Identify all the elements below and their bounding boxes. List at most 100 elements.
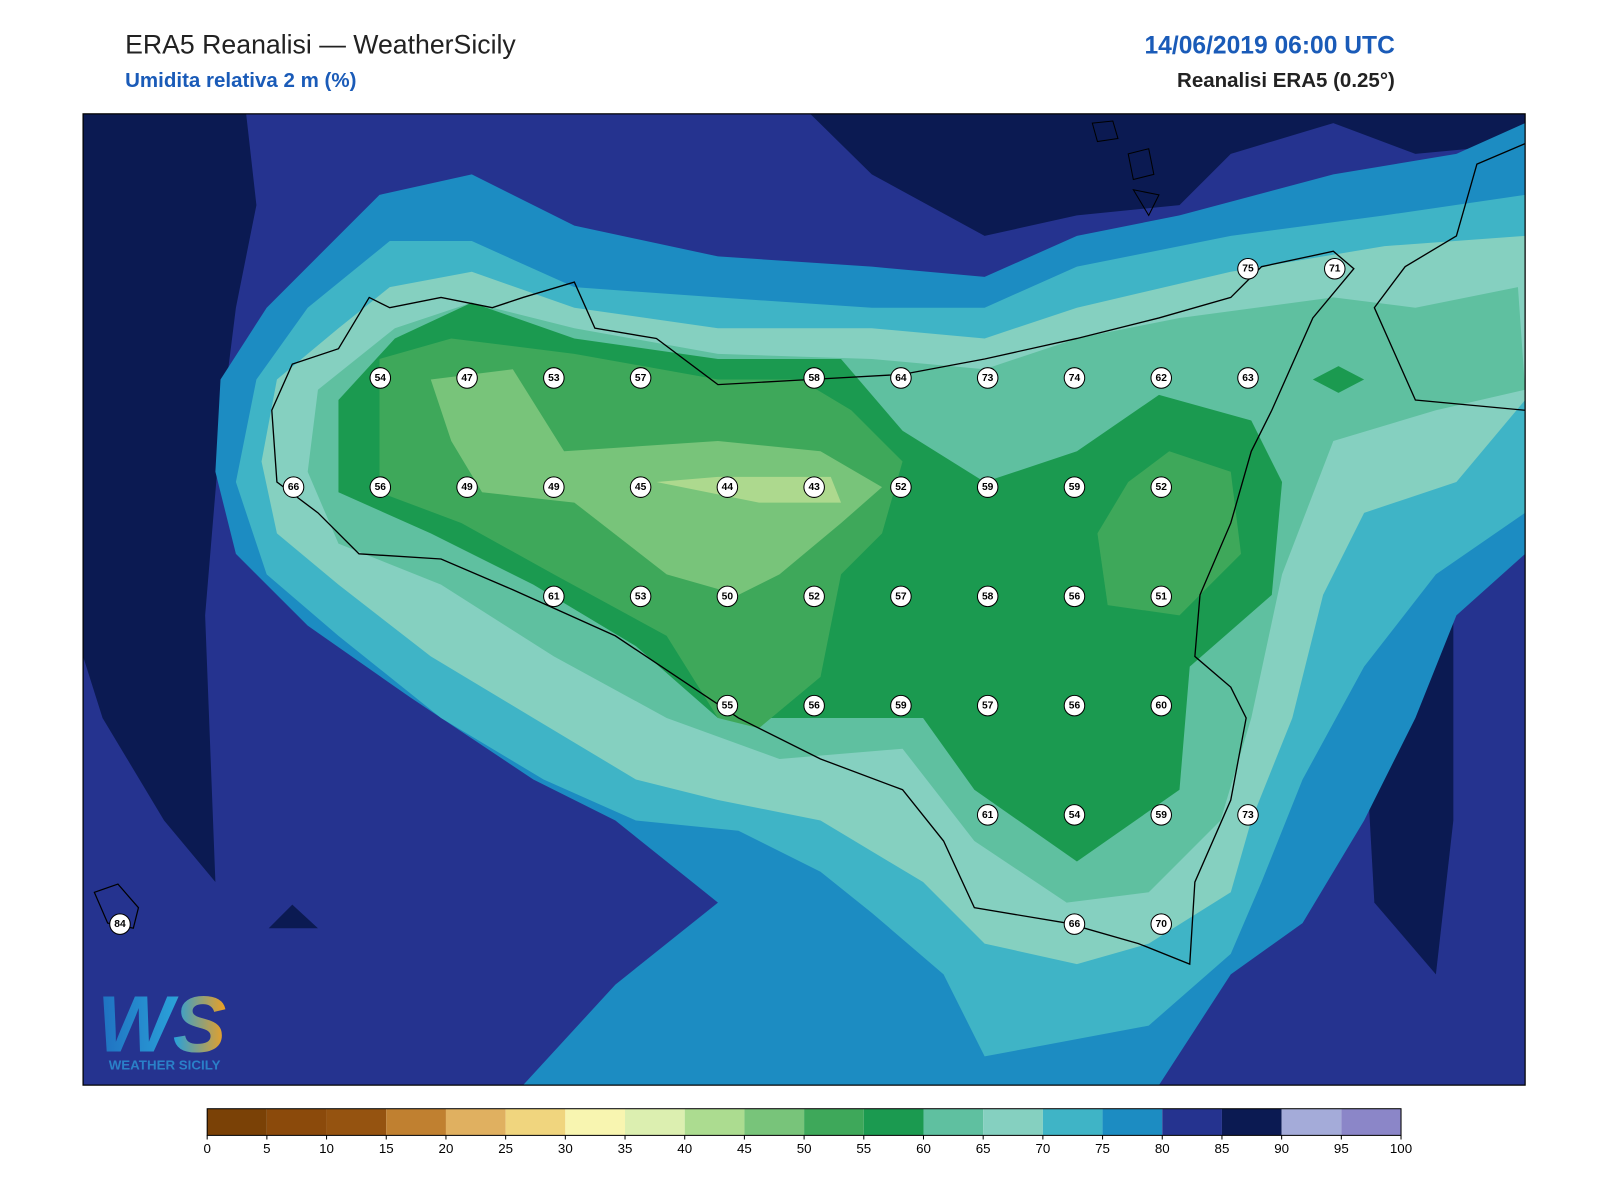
station-value: 74 [1069, 373, 1081, 384]
station-value: 75 [1242, 264, 1254, 275]
colorbar-tick-label: 50 [797, 1141, 812, 1156]
station-value: 71 [1329, 264, 1341, 275]
station-marker [543, 585, 565, 608]
station: 75 [1237, 257, 1259, 280]
station-value: 50 [722, 591, 734, 602]
station-value: 59 [895, 701, 907, 712]
station-marker [1237, 804, 1259, 826]
station-value: 73 [1242, 810, 1254, 821]
station-marker [1150, 367, 1172, 389]
station-marker [976, 476, 999, 498]
station-value: 58 [808, 373, 820, 384]
station: 52 [1150, 476, 1172, 498]
station-marker [976, 694, 999, 717]
station-value: 49 [461, 482, 473, 493]
station-marker [1150, 804, 1172, 826]
station: 56 [803, 694, 825, 717]
colorbar-tick-label: 75 [1095, 1141, 1110, 1156]
station-value: 64 [895, 373, 907, 384]
station: 45 [629, 476, 652, 498]
station-value: 52 [1156, 482, 1168, 493]
colorbar-tick-label: 35 [618, 1141, 633, 1156]
station-value: 56 [375, 482, 387, 493]
colorbar-swatch [565, 1108, 626, 1136]
station: 74 [1063, 367, 1086, 389]
colorbar-swatch [1102, 1108, 1163, 1136]
station-marker [629, 476, 652, 498]
station-value: 55 [722, 701, 734, 712]
colorbar-swatch [1221, 1108, 1282, 1136]
station: 64 [890, 367, 912, 389]
station-value: 66 [288, 482, 300, 493]
station: 52 [803, 585, 825, 608]
station-marker [282, 476, 305, 498]
station: 56 [1063, 694, 1086, 717]
station-value: 62 [1156, 373, 1168, 384]
station-value: 58 [982, 591, 994, 602]
title: ERA5 Reanalisi — WeatherSicily [125, 29, 516, 59]
colorbar-swatch [1281, 1108, 1342, 1136]
subtitle: Umidita relativa 2 m (%) [125, 69, 356, 92]
station: 57 [890, 585, 912, 608]
station-marker [1063, 913, 1086, 935]
field-85 [83, 113, 257, 883]
colorbar-swatch [266, 1108, 327, 1136]
station-marker [1063, 476, 1086, 498]
station-value: 57 [982, 701, 994, 712]
colorbar-swatch [1042, 1108, 1103, 1136]
colorbar-tick-label: 20 [439, 1141, 454, 1156]
station-value: 49 [548, 482, 560, 493]
station: 56 [369, 476, 392, 498]
field-40 [656, 476, 842, 503]
station: 47 [456, 367, 478, 389]
colorbar-tick-label: 95 [1334, 1141, 1349, 1156]
station-value: 47 [461, 373, 473, 384]
station-marker [456, 367, 478, 389]
station-marker [1063, 804, 1086, 826]
station-value: 63 [1242, 373, 1254, 384]
station: 70 [1150, 913, 1172, 935]
colorbar-swatch [625, 1108, 685, 1136]
station: 57 [629, 367, 652, 389]
coastline [1373, 142, 1526, 411]
field-55 [1312, 366, 1365, 393]
station-marker [1063, 694, 1086, 717]
station-marker [1237, 257, 1259, 280]
station-marker [1237, 367, 1259, 389]
colorbar-tick-label: 55 [856, 1141, 871, 1156]
station-value: 56 [808, 701, 820, 712]
colorbar-swatch [923, 1108, 984, 1136]
colorbar-swatch [1341, 1108, 1402, 1136]
source: Reanalisi ERA5 (0.25°) [1177, 69, 1395, 92]
station: 66 [1063, 913, 1086, 935]
station: 44 [716, 476, 739, 498]
station-marker [803, 694, 825, 717]
colorbar-swatch [386, 1108, 446, 1136]
station-value: 57 [635, 373, 647, 384]
station-marker [890, 585, 912, 608]
station-value: 61 [548, 591, 560, 602]
station-marker [716, 476, 739, 498]
station-value: 59 [982, 482, 994, 493]
station-marker [109, 913, 131, 935]
station: 54 [1063, 804, 1086, 826]
station: 50 [716, 585, 739, 608]
station-marker [369, 476, 392, 498]
colorbar-swatch [445, 1108, 506, 1136]
station-value: 45 [635, 482, 647, 493]
station: 49 [543, 476, 565, 498]
colorbar-tick-label: 25 [498, 1141, 513, 1156]
station-value: 60 [1156, 701, 1168, 712]
station-marker [890, 694, 912, 717]
station-marker [976, 804, 999, 826]
station-marker [1150, 694, 1172, 717]
station-value: 61 [982, 810, 994, 821]
colorbar-swatch [804, 1108, 864, 1136]
colorbar-tick-label: 40 [677, 1141, 692, 1156]
station: 59 [976, 476, 999, 498]
colorbar-tick-label: 100 [1390, 1141, 1412, 1156]
colorbar-tick-label: 0 [203, 1141, 210, 1156]
station: 62 [1150, 367, 1172, 389]
